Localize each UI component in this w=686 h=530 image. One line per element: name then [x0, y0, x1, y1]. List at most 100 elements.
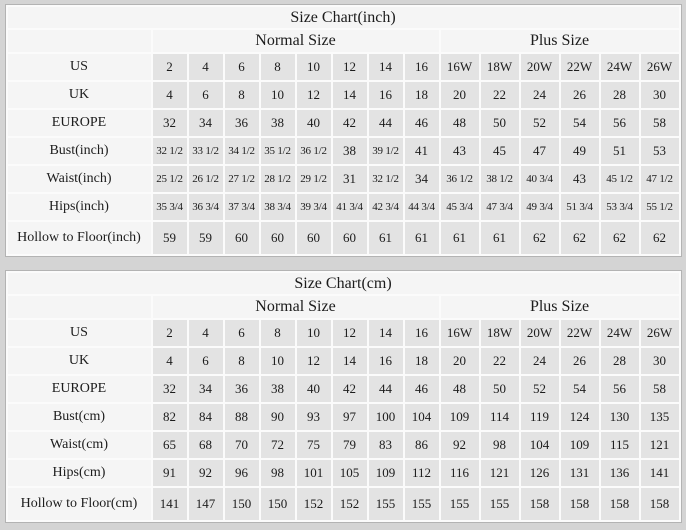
size-value-cell: 155	[440, 488, 479, 520]
row-label: Hollow to Floor(inch)	[7, 222, 151, 254]
size-value-cell: 42 3/4	[368, 194, 403, 220]
size-value-cell: 62	[600, 222, 639, 254]
size-value-cell: 18	[404, 82, 439, 108]
size-value-cell: 45	[480, 138, 519, 164]
row-label: Waist(cm)	[7, 432, 151, 458]
size-value-cell: 51	[600, 138, 639, 164]
size-value-cell: 26W	[640, 54, 679, 80]
size-value-cell: 18W	[480, 54, 519, 80]
size-value-cell: 2	[152, 54, 187, 80]
size-value-cell: 109	[368, 460, 403, 486]
row-label: EUROPE	[7, 110, 151, 136]
size-value-cell: 97	[332, 404, 367, 430]
size-value-cell: 61	[368, 222, 403, 254]
size-value-cell: 45 3/4	[440, 194, 479, 220]
size-value-cell: 44	[368, 110, 403, 136]
size-value-cell: 40	[296, 110, 331, 136]
size-value-cell: 60	[332, 222, 367, 254]
size-value-cell: 83	[368, 432, 403, 458]
size-value-cell: 39 1/2	[368, 138, 403, 164]
size-chart-cm-table: Size Chart(cm) Normal Size Plus Size US 2 4 6 8…	[4, 270, 682, 523]
size-value-cell: 8	[224, 348, 259, 374]
size-value-cell: 155	[480, 488, 519, 520]
size-value-cell: 150	[260, 488, 295, 520]
size-value-cell: 32 1/2	[368, 166, 403, 192]
size-value-cell: 43	[560, 166, 599, 192]
size-value-cell: 40	[296, 376, 331, 402]
group-header-row: Normal Size Plus Size	[7, 30, 679, 52]
size-value-cell: 25 1/2	[152, 166, 187, 192]
size-value-cell: 34	[188, 376, 223, 402]
size-value-cell: 26	[560, 348, 599, 374]
size-charts-container: Size Chart(inch) Normal Size Plus Size US 2 4…	[0, 4, 686, 523]
size-value-cell: 141	[640, 460, 679, 486]
size-value-cell: 158	[520, 488, 559, 520]
table-row: Waist(inch) 25 1/2 26 1/2 27 1/2 28 1/2 29 1/…	[7, 166, 679, 192]
size-value-cell: 155	[404, 488, 439, 520]
size-value-cell: 10	[296, 320, 331, 346]
size-value-cell: 6	[224, 54, 259, 80]
size-value-cell: 131	[560, 460, 599, 486]
size-value-cell: 141	[152, 488, 187, 520]
size-value-cell: 65	[152, 432, 187, 458]
size-value-cell: 4	[188, 320, 223, 346]
size-value-cell: 70	[224, 432, 259, 458]
size-value-cell: 152	[332, 488, 367, 520]
size-value-cell: 50	[480, 376, 519, 402]
size-value-cell: 16	[368, 348, 403, 374]
size-value-cell: 22W	[560, 320, 599, 346]
size-value-cell: 28	[600, 82, 639, 108]
size-value-cell: 152	[296, 488, 331, 520]
size-value-cell: 53	[640, 138, 679, 164]
size-value-cell: 150	[224, 488, 259, 520]
size-value-cell: 82	[152, 404, 187, 430]
size-value-cell: 14	[332, 82, 367, 108]
size-value-cell: 49	[560, 138, 599, 164]
size-value-cell: 38 1/2	[480, 166, 519, 192]
size-value-cell: 105	[332, 460, 367, 486]
size-value-cell: 62	[560, 222, 599, 254]
size-value-cell: 27 1/2	[224, 166, 259, 192]
size-value-cell: 45 1/2	[600, 166, 639, 192]
table-row: US 2 4 6 8 10 12 14 16 16W 18W 20W 22W 24W 26W	[7, 54, 679, 80]
size-value-cell: 60	[296, 222, 331, 254]
row-label: US	[7, 320, 151, 346]
size-value-cell: 79	[332, 432, 367, 458]
size-value-cell: 18W	[480, 320, 519, 346]
size-value-cell: 86	[404, 432, 439, 458]
size-value-cell: 135	[640, 404, 679, 430]
row-label: Bust(inch)	[7, 138, 151, 164]
size-value-cell: 37 3/4	[224, 194, 259, 220]
size-value-cell: 48	[440, 376, 479, 402]
corner-cell	[7, 30, 151, 52]
size-value-cell: 155	[368, 488, 403, 520]
size-value-cell: 26	[560, 82, 599, 108]
size-value-cell: 32 1/2	[152, 138, 187, 164]
size-value-cell: 12	[332, 54, 367, 80]
size-value-cell: 119	[520, 404, 559, 430]
row-label: UK	[7, 82, 151, 108]
size-value-cell: 62	[640, 222, 679, 254]
size-value-cell: 34 1/2	[224, 138, 259, 164]
size-value-cell: 91	[152, 460, 187, 486]
size-value-cell: 12	[332, 320, 367, 346]
table-title: Size Chart(cm)	[7, 273, 679, 294]
size-value-cell: 18	[404, 348, 439, 374]
size-value-cell: 47	[520, 138, 559, 164]
size-value-cell: 114	[480, 404, 519, 430]
size-value-cell: 158	[560, 488, 599, 520]
size-value-cell: 24	[520, 82, 559, 108]
size-value-cell: 12	[296, 348, 331, 374]
size-value-cell: 30	[640, 82, 679, 108]
size-value-cell: 61	[404, 222, 439, 254]
size-value-cell: 20W	[520, 320, 559, 346]
row-label: Bust(cm)	[7, 404, 151, 430]
table-title-row: Size Chart(inch)	[7, 7, 679, 28]
size-value-cell: 109	[440, 404, 479, 430]
size-value-cell: 98	[480, 432, 519, 458]
size-value-cell: 4	[188, 54, 223, 80]
size-value-cell: 8	[260, 320, 295, 346]
size-value-cell: 30	[640, 348, 679, 374]
size-value-cell: 52	[520, 376, 559, 402]
size-value-cell: 98	[260, 460, 295, 486]
